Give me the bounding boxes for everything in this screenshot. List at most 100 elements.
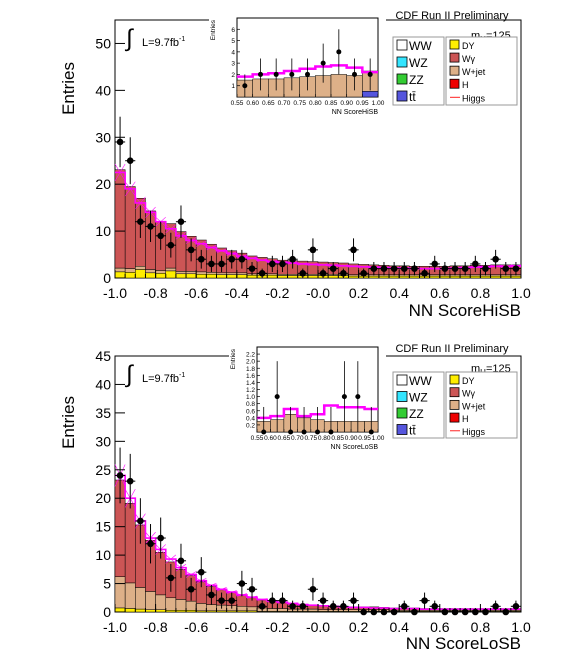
p2-signal-hatch xyxy=(257,598,268,601)
p1-data-point xyxy=(208,260,215,268)
p1-data-point xyxy=(370,265,378,272)
p1-legend-swatch xyxy=(396,90,408,102)
p1-legend-label: H xyxy=(462,80,469,90)
p1-inset-y-tick-label: 1 xyxy=(231,83,235,90)
p1-legend-label: WW xyxy=(409,39,432,53)
p2-bar-dy xyxy=(195,610,207,613)
p1-data-point xyxy=(258,270,266,277)
p2-data-point xyxy=(137,517,144,525)
p2-bar-wjet xyxy=(236,606,248,612)
p2-bar-dy xyxy=(145,609,156,613)
p1-y-tick-label: 20 xyxy=(95,176,111,192)
p2-legend-swatch xyxy=(449,399,460,410)
p2-bar-dy xyxy=(185,610,197,613)
p2-bar-wgamma xyxy=(124,503,136,584)
p2-inset-data-point xyxy=(288,429,294,435)
p2-x-tick-label: -0.8 xyxy=(144,619,168,635)
p1-inset-data-point xyxy=(320,60,326,66)
p1-x-tick-label: -0.4 xyxy=(225,285,249,301)
p1-x-tick-label: -0.0 xyxy=(306,285,330,301)
p2-data-point xyxy=(502,608,510,616)
p1-bar-dy xyxy=(267,274,278,279)
p2-x-tick-label: 0.4 xyxy=(389,619,409,635)
p2-bar-wjet xyxy=(185,600,197,611)
p2-inset-data-point xyxy=(274,394,280,400)
p2-inset-x-tick-label: 0.70 xyxy=(291,435,304,442)
p2-y-tick-label: 25 xyxy=(95,462,111,478)
p2-data-point xyxy=(400,603,408,610)
p1-inset-x-tick-label: 0.75 xyxy=(293,100,306,107)
p2-inset-y-tick-label: 1.2 xyxy=(246,387,255,394)
p1-bar-dy xyxy=(155,273,167,279)
p2-data-point xyxy=(157,534,164,542)
p2-data-point xyxy=(167,574,175,582)
p2-data-point xyxy=(370,608,378,616)
p2-y-tick-label: 40 xyxy=(95,376,111,392)
p1-header-label: CDF Run II Preliminary xyxy=(395,10,509,22)
p2-inset-x-tick-label: 1.00 xyxy=(372,435,385,442)
p2-bar-wjet xyxy=(277,608,288,612)
p1-data-point xyxy=(431,260,439,268)
p1-x-tick-label: -0.2 xyxy=(265,285,289,301)
p1-x-axis-title: NN ScoreHiSB xyxy=(409,301,521,320)
p1-data-point xyxy=(177,218,185,226)
p1-signal-hatch xyxy=(317,263,329,267)
p2-legend-swatch xyxy=(396,424,408,435)
p2-legend-label: DY xyxy=(462,376,475,386)
p2-data-point xyxy=(248,585,256,593)
p1-bar-wjet xyxy=(135,266,146,270)
p2-panel: -1.0 -0.8 -0.6 -0.4 -0.2 -0.0 0.2 0.4 0.6 0.8 1.00… xyxy=(59,342,531,653)
p1-data-point xyxy=(421,270,428,277)
p2-bar-wjet xyxy=(155,594,167,610)
p1-data-point xyxy=(329,265,337,272)
p2-inset-y-title: Entries xyxy=(230,348,237,369)
p1-y-tick-label: 40 xyxy=(95,82,111,98)
p2-data-point xyxy=(380,608,388,616)
p2-inset-y-tick-label: 2.0 xyxy=(246,359,255,366)
p2-data-point xyxy=(421,597,428,604)
p1-data-point xyxy=(187,246,195,254)
p1-legend-swatch xyxy=(449,78,460,89)
p1-inset-y-tick-label: 5 xyxy=(231,38,235,45)
p2-data-point xyxy=(279,597,286,604)
p1-bar-dy xyxy=(480,275,491,279)
p1-bar-dy xyxy=(175,273,187,279)
p1-inset-x-tick-label: 0.85 xyxy=(325,100,338,107)
p2-legend-swatch xyxy=(449,374,460,385)
p2-header-label: CDF Run II Preliminary xyxy=(395,343,509,355)
p1-signal-hatch xyxy=(206,244,217,251)
p1-legend-label: WZ xyxy=(409,56,428,70)
p2-legend-swatch xyxy=(449,412,460,423)
p1-panel: -1.0 -0.8 -0.6 -0.4 -0.2 -0.0 0.2 0.4 0.6 0.8 1.00… xyxy=(59,10,531,320)
p2-inset-y-tick-label: 1.0 xyxy=(246,394,255,401)
p1-bar-wjet xyxy=(236,272,248,275)
p1-inset-x-tick-label: 0.60 xyxy=(246,100,259,107)
p2-inset-y-tick-label: 0.8 xyxy=(246,401,255,408)
p2-bar-dy xyxy=(216,610,227,613)
p2-signal-hatch xyxy=(165,554,177,564)
p2-bar-dy xyxy=(114,607,126,613)
p1-data-point xyxy=(482,265,489,272)
p1-y-tick-label: 10 xyxy=(95,223,111,239)
p2-inset-x-tick-label: 0.80 xyxy=(318,435,331,442)
p2-data-point xyxy=(350,597,357,604)
p1-legend-label: W+jet xyxy=(462,67,486,77)
p2-bar-wjet xyxy=(145,591,156,610)
p2-inset-data-point xyxy=(315,429,320,435)
p2-y-tick-label: 45 xyxy=(95,348,111,364)
p1-inset-x-tick-label: 0.70 xyxy=(278,100,291,107)
p1-legend-label: Higgs xyxy=(462,93,486,103)
p1-inset-data-point xyxy=(336,49,342,55)
p2-data-point xyxy=(208,591,215,599)
p2-inset-x-tick-label: 0.90 xyxy=(345,435,358,442)
p1-bar-dy xyxy=(195,273,207,279)
p1-signal-hatch xyxy=(216,248,227,254)
p1-bar-wjet xyxy=(145,269,156,274)
p1-signal-hatch xyxy=(114,163,126,182)
p2-inset-x-tick-label: 0.60 xyxy=(264,435,277,442)
p2-signal-hatch xyxy=(358,606,369,609)
p2-bar-dy xyxy=(175,610,187,613)
p2-inset-x-tick-label: 0.65 xyxy=(278,435,291,442)
p2-bar-wjet xyxy=(195,603,207,612)
